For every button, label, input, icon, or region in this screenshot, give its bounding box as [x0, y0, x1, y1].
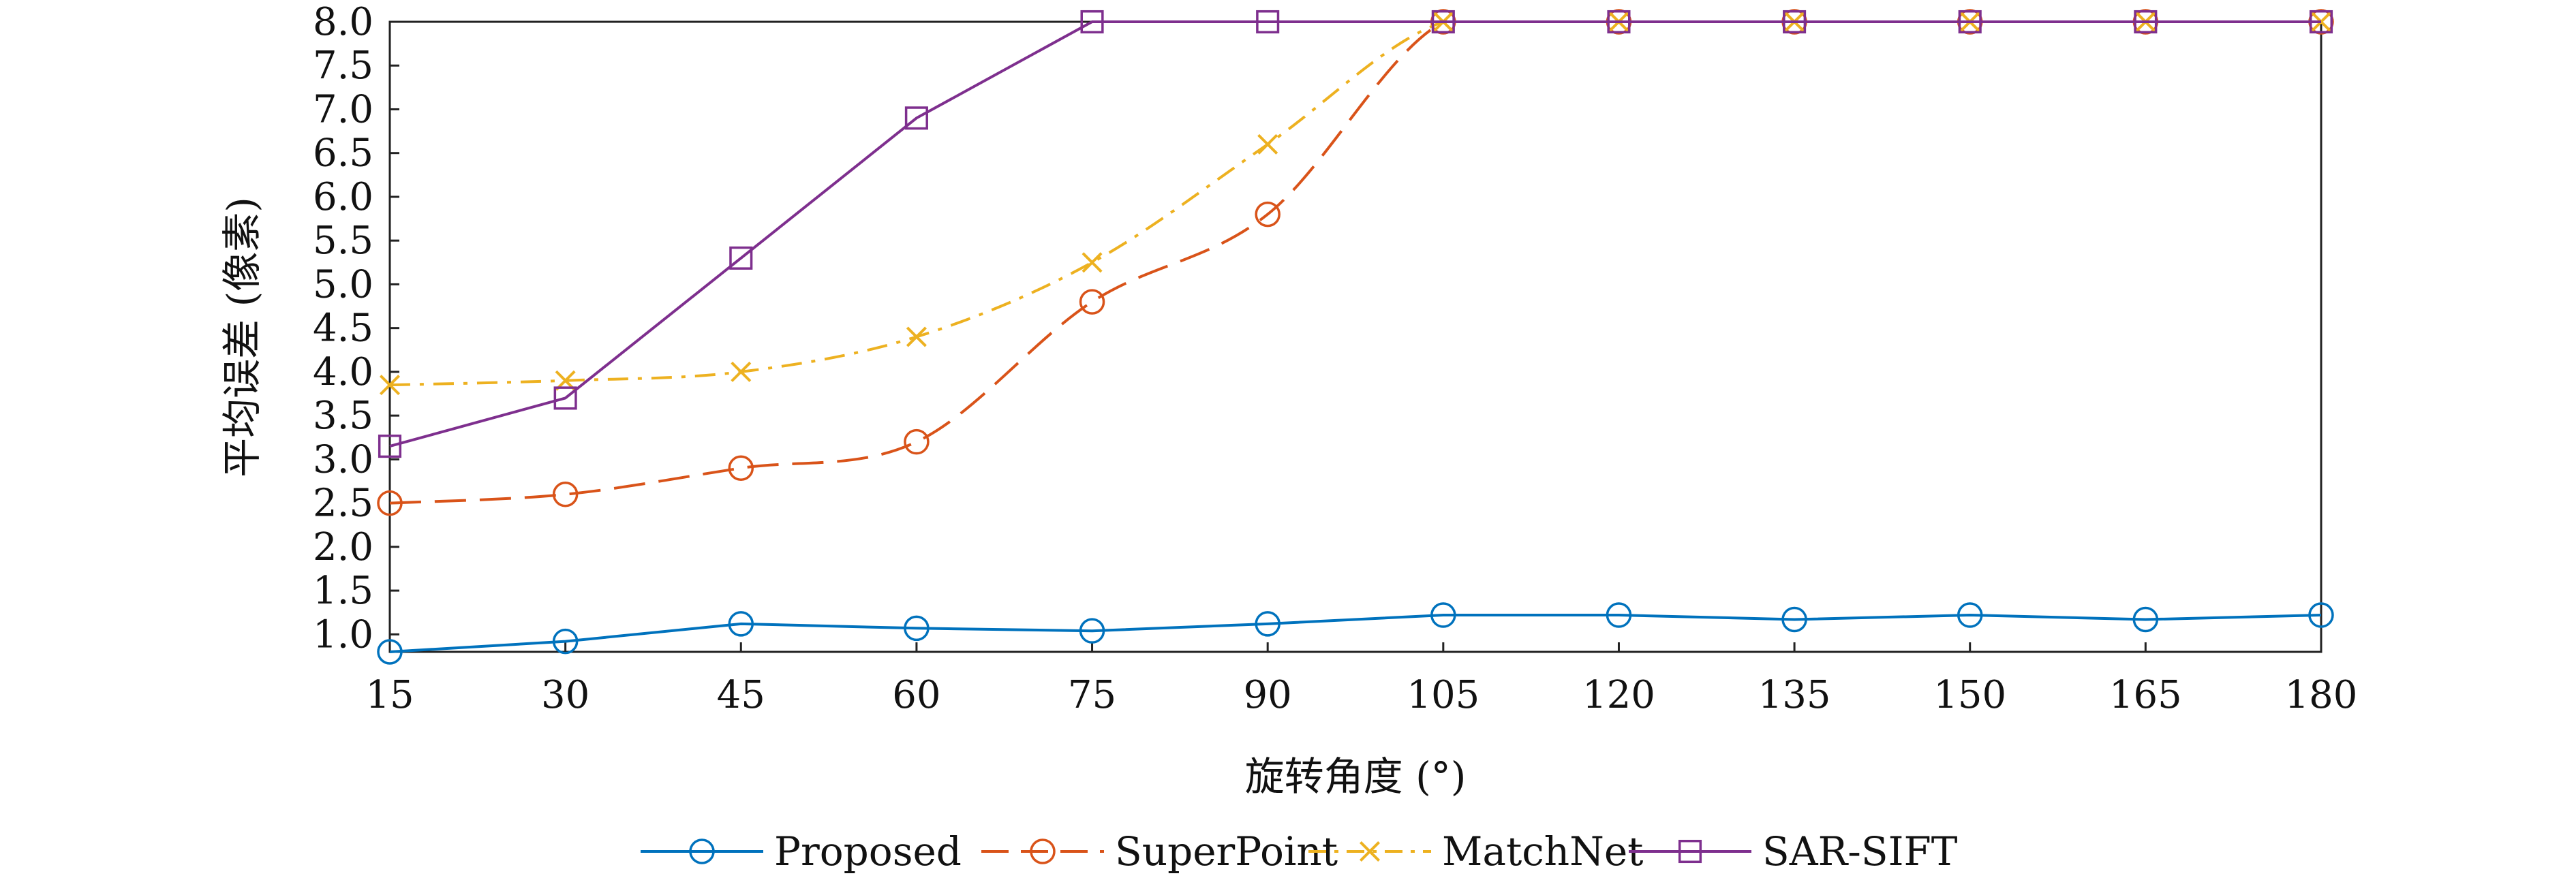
- data-point-matchnet: [1257, 134, 1278, 155]
- y-tick-label: 1.5: [313, 569, 373, 613]
- series-layer: [377, 9, 2334, 665]
- y-tick-label: 5.5: [313, 219, 373, 263]
- y-tick-label: 8.0: [313, 0, 373, 44]
- x-tick-label: 30: [541, 673, 589, 717]
- data-point-superpoint: [1079, 289, 1105, 315]
- y-axis-label: 平均误差 (像素): [219, 197, 265, 477]
- data-point-matchnet: [379, 375, 401, 396]
- x-tick-label: 120: [1582, 673, 1655, 717]
- series-line-sar-sift: [389, 20, 2321, 448]
- legend-label-matchnet: MatchNet: [1442, 828, 1644, 875]
- data-point-proposed: [1781, 606, 1807, 633]
- data-point-superpoint: [728, 455, 754, 481]
- data-point-proposed: [904, 615, 930, 642]
- legend-marker-sar-sift: [1678, 839, 1702, 864]
- data-point-sar-sift: [378, 435, 402, 458]
- series-line-superpoint: [389, 20, 2321, 505]
- data-point-matchnet: [731, 361, 752, 382]
- data-point-proposed: [728, 611, 754, 637]
- y-tick-label: 7.5: [313, 44, 373, 88]
- data-point-proposed: [2132, 606, 2159, 633]
- legend-marker-proposed: [689, 838, 715, 864]
- data-point-sar-sift: [1080, 10, 1104, 34]
- data-point-superpoint: [377, 490, 403, 516]
- x-tick-label: 135: [1758, 673, 1831, 717]
- series-line-matchnet: [389, 20, 2321, 387]
- x-tick-label: 150: [1933, 673, 2006, 717]
- data-point-sar-sift: [1256, 10, 1280, 34]
- legend-label-sar-sift: SAR-SIFT: [1762, 828, 1958, 875]
- data-point-matchnet: [906, 326, 927, 347]
- y-tick-label: 5.0: [313, 262, 373, 307]
- data-point-sar-sift: [553, 386, 577, 410]
- data-point-proposed: [1079, 618, 1105, 644]
- data-point-sar-sift: [1958, 10, 1982, 34]
- data-point-superpoint: [904, 428, 930, 455]
- data-point-matchnet: [1082, 252, 1103, 273]
- data-point-sar-sift: [2309, 10, 2333, 34]
- x-tick-label: 90: [1244, 673, 1292, 717]
- y-tick-label: 1.0: [313, 612, 373, 657]
- y-tick-label: 3.5: [313, 394, 373, 438]
- x-tick-label: 180: [2285, 673, 2358, 717]
- data-point-proposed: [377, 639, 403, 665]
- x-tick-label: 165: [2109, 673, 2182, 717]
- y-tick-label: 4.5: [313, 307, 373, 351]
- x-tick-label: 75: [1068, 673, 1116, 717]
- data-point-proposed: [2308, 602, 2334, 628]
- data-point-sar-sift: [1783, 10, 1807, 34]
- x-axis-label: 旋转角度 (°): [1245, 753, 1467, 800]
- y-axis: 1.01.52.02.53.03.54.04.55.05.56.06.57.07…: [313, 0, 399, 657]
- data-point-proposed: [1606, 602, 1632, 628]
- data-point-proposed: [1255, 611, 1281, 637]
- series-line-proposed: [389, 613, 2322, 653]
- data-point-sar-sift: [1431, 10, 1455, 34]
- x-tick-label: 15: [365, 673, 414, 717]
- legend-marker-matchnet: [1359, 841, 1381, 862]
- x-tick-label: 45: [717, 673, 765, 717]
- y-tick-label: 2.0: [313, 525, 373, 569]
- data-point-proposed: [1430, 602, 1456, 628]
- data-point-sar-sift: [729, 246, 753, 270]
- y-tick-label: 4.0: [313, 350, 373, 394]
- legend: Proposed SuperPoint MatchNet SAR-SIFT: [641, 828, 1958, 875]
- y-tick-label: 7.0: [313, 87, 373, 131]
- legend-label-superpoint: SuperPoint: [1115, 828, 1338, 875]
- y-tick-label: 2.5: [313, 482, 373, 526]
- y-tick-label: 6.5: [313, 131, 373, 176]
- x-tick-label: 105: [1407, 673, 1479, 717]
- x-axis: 15 30 45 60 75 90 105 120 135 150 165 180: [365, 642, 2357, 717]
- data-point-proposed: [1957, 602, 1983, 628]
- legend-label-proposed: Proposed: [774, 828, 962, 875]
- plot-area-frame: [388, 20, 2322, 653]
- data-point-sar-sift: [904, 106, 928, 130]
- y-tick-label: 3.0: [313, 437, 373, 482]
- data-point-superpoint: [552, 482, 579, 507]
- data-point-sar-sift: [2134, 10, 2158, 34]
- legend-marker-superpoint: [1030, 838, 1056, 864]
- data-point-superpoint: [1255, 201, 1281, 228]
- y-tick-label: 6.0: [313, 175, 373, 219]
- data-point-sar-sift: [1607, 10, 1631, 34]
- x-tick-label: 60: [892, 673, 940, 717]
- data-point-proposed: [552, 628, 579, 655]
